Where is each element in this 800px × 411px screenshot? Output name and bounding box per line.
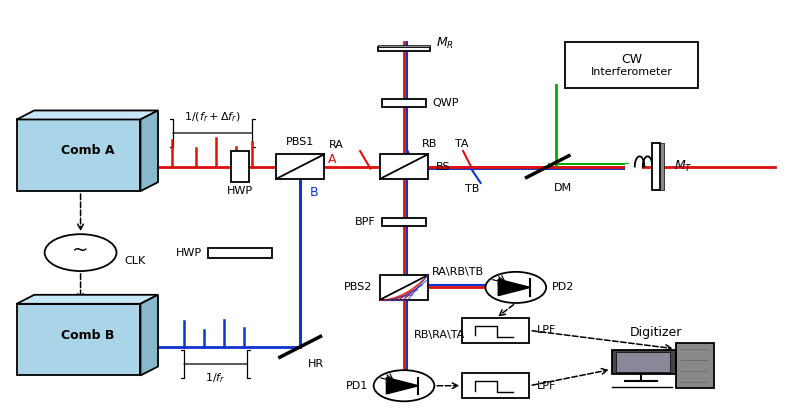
Text: CW: CW	[621, 53, 642, 66]
Text: $M_T$: $M_T$	[674, 159, 693, 174]
Text: QWP: QWP	[432, 98, 458, 108]
Text: Interferometer: Interferometer	[590, 67, 673, 76]
Text: BS: BS	[436, 162, 450, 171]
Text: BPF: BPF	[355, 217, 376, 227]
Text: $1/(f_r+\Delta f_r)$: $1/(f_r+\Delta f_r)$	[184, 111, 241, 124]
Text: PD1: PD1	[346, 381, 368, 391]
Text: PBS2: PBS2	[344, 282, 372, 292]
Bar	[378, 44, 430, 47]
Text: B: B	[310, 186, 318, 199]
Text: PD2: PD2	[552, 282, 574, 292]
Bar	[231, 151, 249, 182]
Text: A: A	[328, 153, 337, 166]
Polygon shape	[17, 111, 158, 120]
Text: Comb A: Comb A	[61, 144, 114, 157]
Text: HWP: HWP	[227, 186, 254, 196]
Bar	[462, 318, 530, 343]
Text: RB\RA\TA: RB\RA\TA	[414, 330, 465, 340]
Text: RA\RB\TB: RA\RB\TB	[432, 267, 484, 277]
Text: PBS1: PBS1	[286, 137, 314, 147]
Polygon shape	[498, 279, 530, 296]
Text: LPF: LPF	[538, 326, 557, 335]
Bar	[378, 47, 430, 51]
Bar	[659, 143, 664, 190]
Circle shape	[374, 370, 434, 401]
Circle shape	[45, 234, 117, 271]
Bar	[612, 350, 675, 374]
Text: TB: TB	[465, 184, 479, 194]
Polygon shape	[17, 295, 158, 304]
Bar	[380, 275, 428, 300]
Text: CLK: CLK	[125, 256, 146, 266]
Bar	[208, 248, 272, 258]
Text: $M_R$: $M_R$	[436, 36, 454, 51]
Text: HWP: HWP	[176, 247, 202, 258]
Bar	[616, 352, 670, 372]
Bar	[17, 304, 141, 376]
Bar	[17, 120, 141, 191]
Text: Comb B: Comb B	[61, 329, 114, 342]
Text: LPF: LPF	[538, 381, 557, 391]
Text: $1/f_r$: $1/f_r$	[206, 372, 226, 385]
Text: ~: ~	[72, 241, 89, 260]
Polygon shape	[386, 378, 418, 394]
Polygon shape	[141, 295, 158, 376]
Bar	[462, 374, 530, 398]
Bar	[380, 154, 428, 179]
Bar	[651, 143, 659, 190]
Polygon shape	[141, 111, 158, 191]
Text: DM: DM	[554, 183, 572, 193]
Bar	[382, 218, 426, 226]
Bar	[276, 154, 324, 179]
Text: HR: HR	[308, 359, 324, 369]
Bar	[382, 99, 426, 107]
Text: RB: RB	[422, 139, 437, 149]
Text: RA: RA	[330, 140, 344, 150]
FancyBboxPatch shape	[566, 42, 698, 88]
Text: Digitizer: Digitizer	[630, 326, 682, 339]
Bar	[675, 343, 714, 388]
Text: TA: TA	[454, 139, 468, 149]
Circle shape	[486, 272, 546, 303]
